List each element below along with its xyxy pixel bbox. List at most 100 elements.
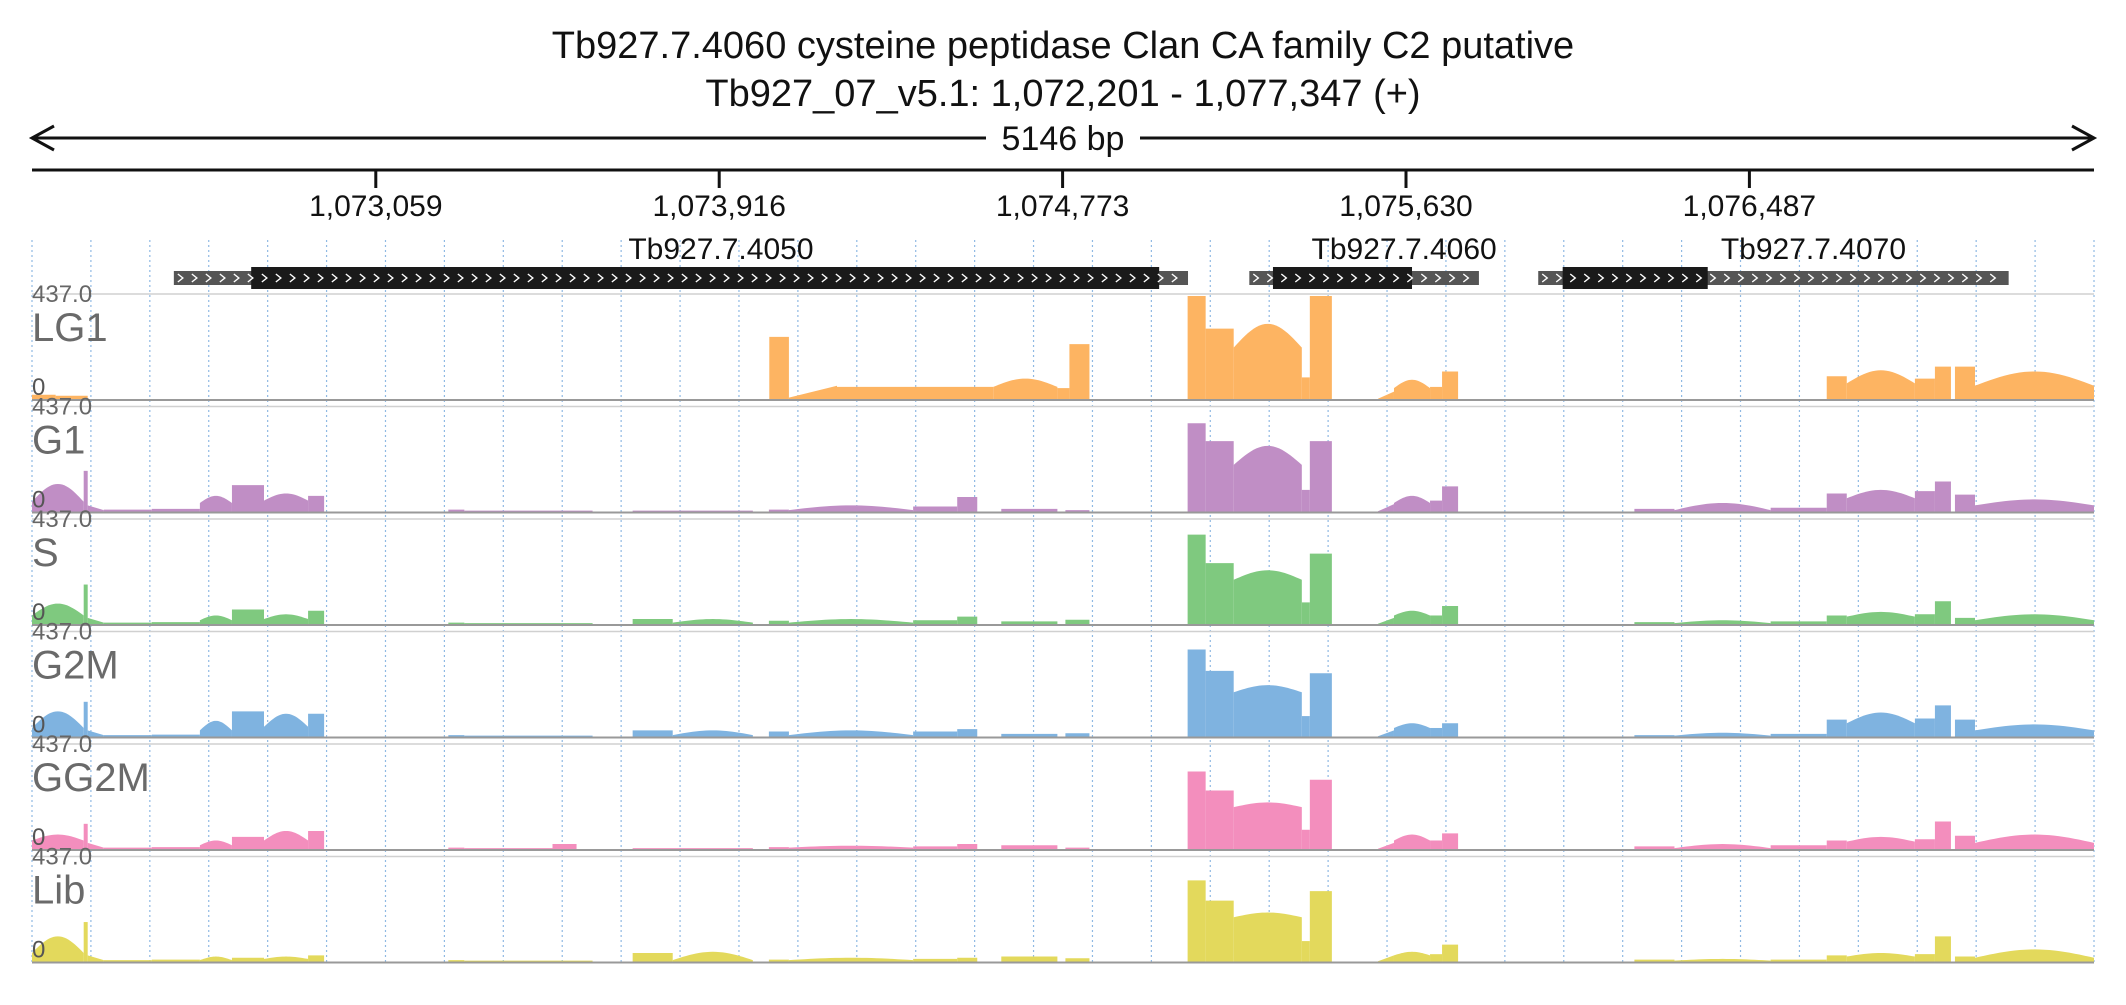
span-label: 5146 bp [1002,120,1125,158]
coverage-peak [83,701,88,738]
coverage-peak [788,505,914,513]
track-ymin-label: 0 [32,487,45,514]
coverage-peak [1846,611,1915,625]
coverage-peak [1914,718,1935,738]
gene-label: Tb927.7.4050 [628,233,813,266]
coverage-peak [788,619,914,625]
coverage-peak [1301,489,1310,513]
coverage-peak [1233,685,1302,738]
coverage-peak [768,731,789,738]
track-ymax-label: 437.0 [32,844,92,871]
coverage-peak [1442,486,1459,513]
coverage-peak [788,385,838,400]
coverage-peak [87,842,104,850]
coverage-peak [1065,733,1090,738]
coverage-peak [913,620,958,625]
gene-Tb927.7.4070: Tb927.7.4070 [1538,233,2009,289]
coverage-peak [1846,489,1915,513]
coverage-peak [1954,366,1975,400]
coverage-peak [1442,833,1459,850]
coverage-peak [231,609,265,625]
track-name-label: G1 [32,419,85,463]
coverage-peak [1954,956,1975,963]
coverage-peak [1309,891,1332,963]
coverage-peak [32,711,84,738]
coverage-peak [1914,491,1935,513]
coverage-peak [1846,952,1915,963]
coverage-peak [87,955,104,963]
track-name-label: Lib [32,869,85,913]
coverage-peak [957,616,978,625]
coverage-peak [32,936,84,963]
coverage-peak [1393,379,1431,400]
ruler-tick-label: 1,076,487 [1683,190,1816,223]
coverage-peak [1934,366,1951,400]
coverage-peak [1674,844,1771,850]
coverage-peak [1442,723,1459,738]
coverage-peak [672,619,753,625]
track-name-label: G2M [32,644,119,688]
coverage-peak [1205,790,1234,850]
coverage-peak [1393,723,1431,738]
coverage-peak [1377,504,1394,513]
coverage-peak [1069,344,1090,400]
coverage-peak [231,957,265,963]
coverage-peak [308,955,325,963]
track-ymin-label: 0 [32,599,45,626]
coverage-peak [1442,371,1459,400]
coverage-peak [231,711,265,738]
coverage-peak [264,956,309,963]
coverage-peak [957,957,978,963]
coverage-peak [552,844,577,850]
coverage-peak [788,845,914,850]
strand-chevrons [177,273,1178,283]
gridlines [31,240,2095,962]
coverage-peak [993,378,1058,400]
coverage-peak [1301,829,1310,850]
coverage-peak [264,713,309,738]
coverage-peak [1065,619,1090,625]
coverage-peak [1205,900,1234,963]
coverage-peak [1187,771,1206,850]
coverage-peak [1430,840,1443,850]
coverage-peak [1001,956,1058,963]
coverage-peak [308,610,325,625]
coverage-peak [1934,601,1951,625]
coverage-peak [1954,835,1975,850]
strand-chevrons [1252,273,1470,283]
coverage-peak [87,730,104,738]
track-ymax-label: 437.0 [32,731,92,758]
coverage-peak [1393,495,1431,513]
coverage-peak [1846,712,1915,738]
coverage-peak [1377,842,1394,850]
coverage-peak [199,495,232,513]
coverage-tracks: 437.0LG10437.0G10437.0S0437.0G2M0437.0GG… [32,281,2094,964]
coverage-peak [1430,386,1443,400]
coverage-peak [1301,716,1310,738]
coverage-peak [1309,673,1332,738]
chart-title: Tb927.7.4060 cysteine peptidase Clan CA … [552,25,1574,67]
track-ymax-label: 437.0 [32,281,92,308]
coverage-peak [672,730,753,738]
coverage-peak [788,957,914,963]
coverage-peak [1914,614,1935,625]
coverage-peak [1974,949,2094,963]
coverage-peak [1934,481,1951,513]
coverage-peak [1430,500,1443,513]
coverage-peak [1233,323,1302,400]
coverage-peak [55,395,88,400]
gene-Tb927.7.4060: Tb927.7.4060 [1249,233,1497,289]
ruler-tick-label: 1,074,773 [996,190,1129,223]
coverage-peak [83,584,88,625]
coverage-peak [913,731,958,738]
coverage-peak [231,485,265,513]
coverage-peak [199,615,232,625]
coverage-peak [1954,617,1975,625]
coverage-peak [1001,845,1058,850]
track-g1: 437.0G1 0 [32,394,2094,514]
coverage-peak [1442,944,1459,963]
coverage-peak [1301,377,1310,400]
coverage-peak [1430,954,1443,963]
